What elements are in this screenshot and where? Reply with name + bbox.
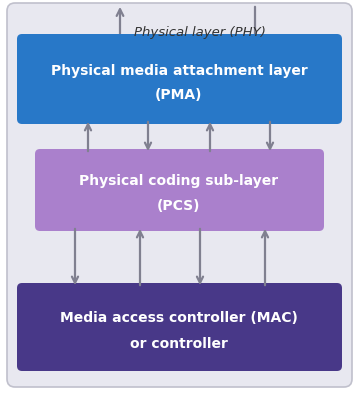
Text: Media access controller (MAC): Media access controller (MAC) (60, 310, 298, 325)
Text: Physical layer (PHY): Physical layer (PHY) (134, 26, 266, 39)
FancyBboxPatch shape (35, 149, 324, 231)
FancyBboxPatch shape (7, 3, 352, 387)
Text: or controller: or controller (130, 337, 228, 351)
Text: (PCS): (PCS) (157, 199, 201, 213)
Text: Physical media attachment layer: Physical media attachment layer (51, 64, 307, 78)
FancyBboxPatch shape (17, 283, 342, 371)
Text: Physical coding sub-layer: Physical coding sub-layer (79, 175, 279, 188)
Text: (PMA): (PMA) (155, 88, 203, 102)
FancyBboxPatch shape (17, 34, 342, 124)
